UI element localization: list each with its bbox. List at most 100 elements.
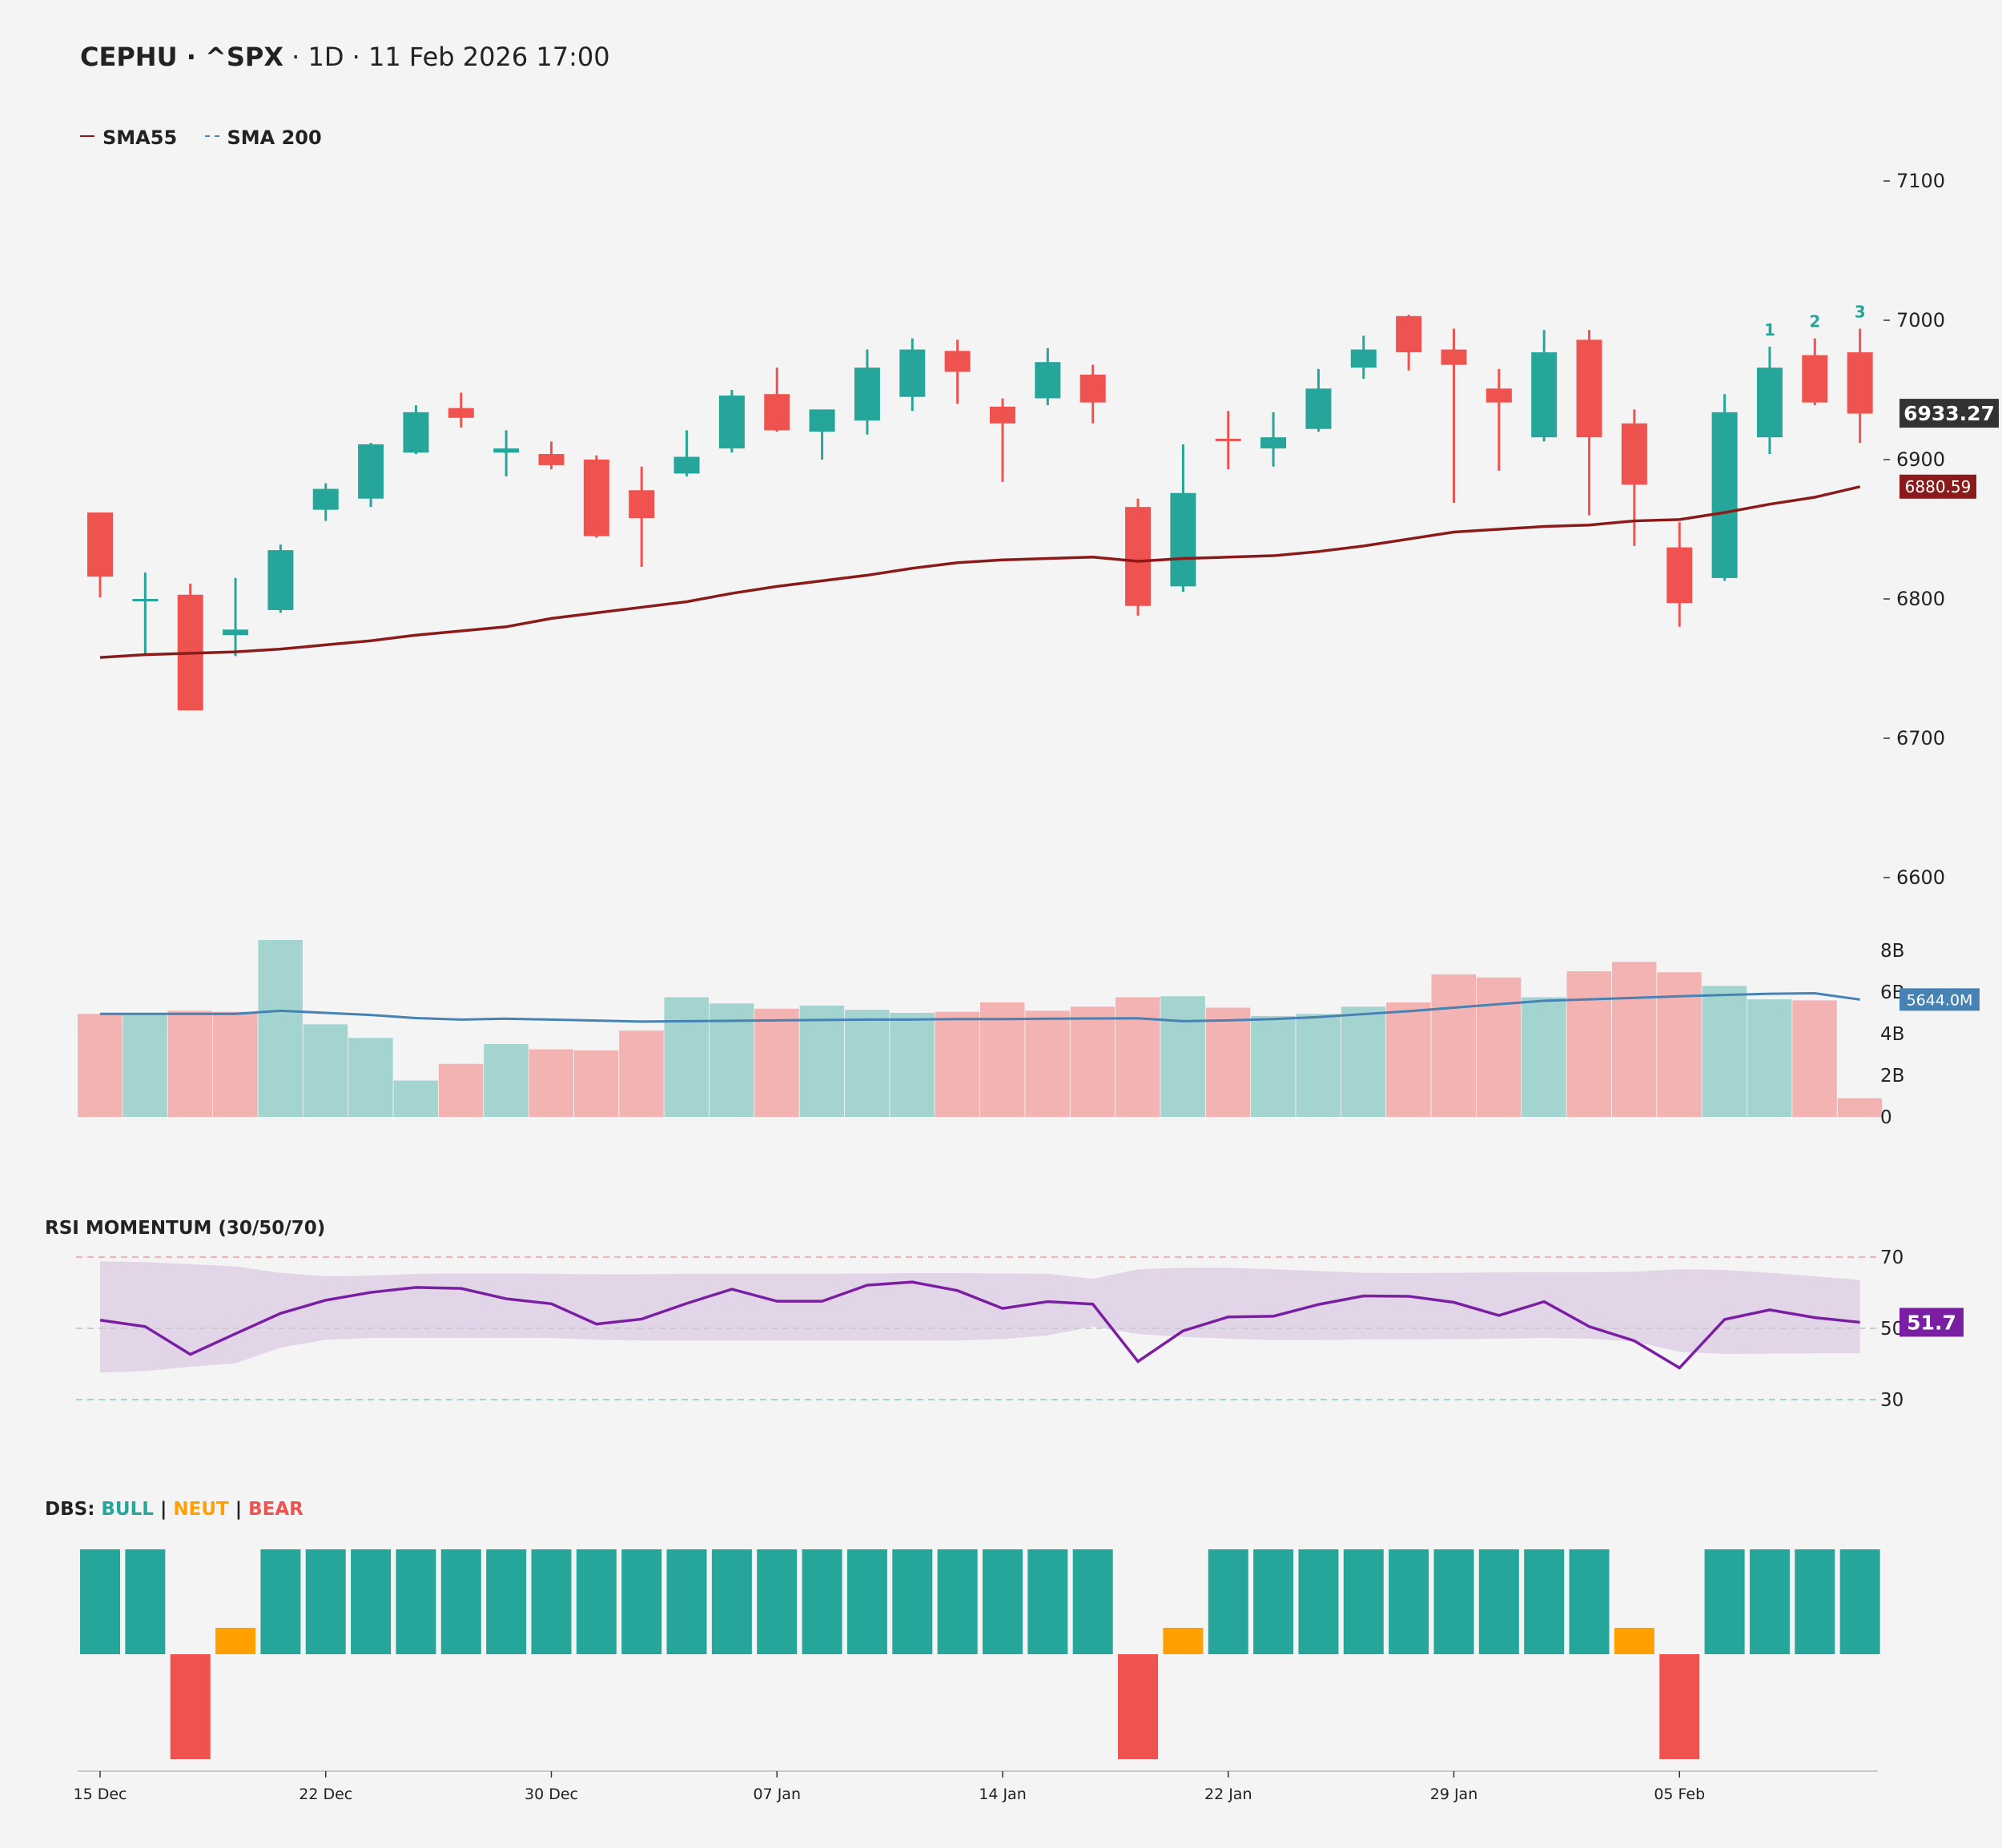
price-panel: 6600 6700 6800 6900 7000 7100 1 2 3 6933.27 6880.5… — [87, 170, 1999, 889]
sma55-value-label: 6880.59 — [1905, 477, 1972, 496]
candle-body — [854, 368, 880, 421]
dbs-bar — [711, 1549, 752, 1654]
candle-body — [1350, 349, 1377, 368]
candle-body — [1305, 388, 1332, 429]
legend-swatch-sma55 — [80, 135, 94, 137]
volume-bar — [1747, 999, 1792, 1117]
indicator-legend: SMA55 SMA 200 — [80, 127, 343, 149]
count-label: 1 — [1764, 320, 1775, 339]
candle-body — [1079, 374, 1106, 403]
volume-bar — [709, 1003, 754, 1117]
dbs-bar — [351, 1549, 392, 1654]
dbs-bar — [1839, 1549, 1880, 1654]
dbs-bar — [1208, 1549, 1248, 1654]
volume-tick-label: 8B — [1880, 941, 1904, 962]
y-tick-label: 6700 — [1896, 727, 1945, 749]
x-tick-label: 22 Dec — [299, 1786, 352, 1803]
volume-bar — [213, 1011, 258, 1117]
dbs-bar — [215, 1628, 256, 1654]
dbs-bar — [1343, 1549, 1384, 1654]
volume-bar — [619, 1030, 664, 1117]
candle-body — [1531, 352, 1558, 438]
dbs-bar — [802, 1549, 842, 1654]
dbs-bar — [1027, 1549, 1068, 1654]
candle-body — [990, 406, 1015, 424]
volume-bar — [1702, 986, 1747, 1117]
candle-body — [448, 408, 474, 418]
dbs-bar — [440, 1549, 481, 1654]
x-axis: 15 Dec 22 Dec 30 Dec 07 Jan 14 Jan 22 Jan 29 J… — [74, 1770, 1878, 1803]
candle-body — [1441, 349, 1467, 365]
volume-bar — [258, 940, 303, 1117]
rsi-tick-label: 70 — [1880, 1247, 1904, 1268]
volume-bar — [980, 1002, 1025, 1117]
volume-ma-label: 5644.0M — [1907, 991, 1973, 1009]
volume-bar — [1160, 996, 1205, 1117]
volume-ma-line — [100, 992, 1860, 1023]
last-price-badge — [1899, 399, 1999, 428]
dbs-title-neut: NEUT — [173, 1499, 229, 1520]
volume-bar — [438, 1063, 484, 1117]
candle-body — [1215, 438, 1241, 441]
volume-bar — [1116, 997, 1160, 1117]
count-label: 2 — [1809, 312, 1820, 331]
legend-swatch-sma200 — [204, 135, 219, 137]
dbs-bar — [666, 1549, 707, 1654]
volume-bar — [484, 1044, 529, 1117]
volume-bar — [1431, 974, 1476, 1117]
volume-bar — [1251, 1015, 1296, 1117]
dbs-panel-title: DBS: BULL | NEUT | BEAR — [45, 1499, 304, 1520]
volume-tick-label: 0 — [1880, 1107, 1892, 1128]
dbs-title-sep: | — [228, 1499, 249, 1520]
x-tick-label: 07 Jan — [753, 1786, 801, 1803]
dbs-bar — [1433, 1549, 1474, 1654]
rsi-value-label: 51.7 — [1907, 1311, 1956, 1334]
volume-bar — [573, 1050, 619, 1117]
candle-body — [223, 629, 249, 636]
dbs-bar — [757, 1549, 798, 1654]
dbs-bar — [1704, 1549, 1745, 1654]
count-label: 3 — [1855, 302, 1866, 321]
dbs-bar — [1253, 1549, 1294, 1654]
y-tick-label: 6900 — [1896, 448, 1945, 471]
volume-bar — [78, 1014, 123, 1117]
x-tick-label: 05 Feb — [1654, 1786, 1705, 1803]
volume-bar — [935, 1011, 980, 1117]
dbs-bar — [1614, 1628, 1654, 1654]
dbs-bar — [1389, 1549, 1429, 1654]
candle-body — [403, 412, 429, 453]
volume-bar — [1837, 1098, 1883, 1117]
dbs-bar — [1072, 1549, 1113, 1654]
candle-body — [1396, 315, 1422, 353]
candle-body — [809, 409, 835, 432]
candle-body — [718, 395, 745, 449]
volume-tick-label: 4B — [1880, 1024, 1904, 1045]
rsi-tick-label: 30 — [1880, 1390, 1904, 1411]
volume-bar — [754, 1008, 799, 1117]
dbs-bar — [125, 1549, 166, 1654]
candle-body — [358, 444, 384, 499]
volume-bar — [1792, 1000, 1837, 1117]
dbs-bar — [1749, 1549, 1790, 1654]
rsi-band — [100, 1261, 1860, 1373]
candle-body — [538, 454, 565, 465]
candle-body — [1802, 355, 1828, 403]
candle-body — [1485, 388, 1512, 403]
dbs-title-sep: | — [153, 1499, 174, 1520]
volume-bar — [799, 1005, 845, 1117]
dbs-bar — [531, 1549, 572, 1654]
dbs-bar — [396, 1549, 436, 1654]
y-tick-label: 6600 — [1896, 866, 1945, 889]
x-tick-label: 14 Jan — [979, 1786, 1027, 1803]
sma55-badge — [1899, 474, 1976, 499]
dbs-panel — [80, 1549, 1880, 1759]
rsi-panel-title: RSI MOMENTUM (30/50/70) — [45, 1218, 326, 1239]
volume-bar — [1566, 971, 1612, 1117]
volume-bar — [303, 1024, 348, 1117]
candle-body — [312, 488, 339, 510]
volume-bar — [1341, 1006, 1386, 1117]
